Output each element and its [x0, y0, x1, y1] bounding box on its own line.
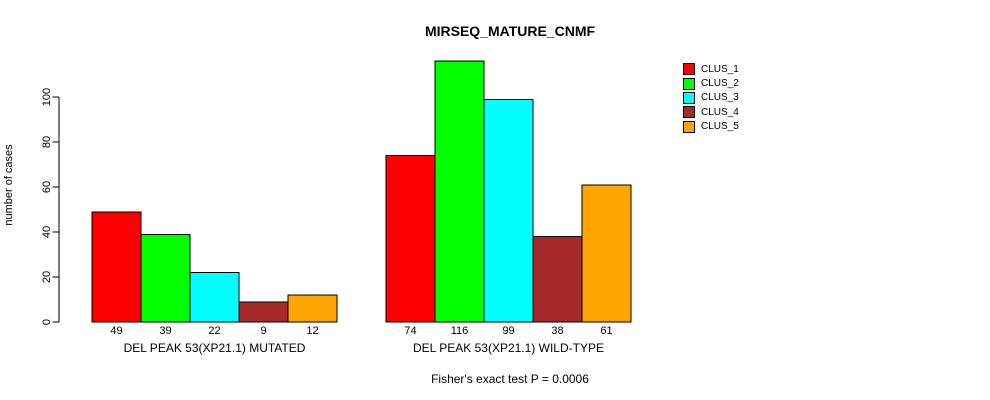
- legend-item-clus_5: CLUS_5: [683, 120, 739, 134]
- legend-item-clus_4: CLUS_4: [683, 105, 739, 119]
- bar-clus_2-group-2: [434, 60, 485, 323]
- legend-label: CLUS_5: [701, 121, 739, 133]
- bar-clus_5-group-1: [287, 294, 338, 323]
- legend-label: CLUS_1: [701, 63, 739, 75]
- bar-clus_4-group-2: [532, 236, 583, 323]
- y-axis-tick-label: 20: [41, 271, 53, 283]
- y-axis-tick-label: 80: [41, 136, 53, 148]
- y-axis: 0 20 40 60 80 100: [41, 88, 60, 325]
- bar-value-label: 49: [110, 325, 122, 337]
- legend-label: CLUS_3: [701, 92, 739, 104]
- legend-label: CLUS_2: [701, 78, 739, 90]
- y-axis-tick-label: 40: [41, 226, 53, 238]
- bar-value-label: 12: [306, 325, 318, 337]
- bar-value-label: 116: [451, 325, 469, 337]
- bar-clus_1-group-1: [91, 211, 142, 323]
- legend-item-clus_1: CLUS_1: [683, 62, 739, 76]
- bar-value-label: 9: [260, 325, 266, 337]
- bar-clus_3-group-1: [189, 272, 240, 323]
- legend-swatch-clus_3: [683, 91, 695, 104]
- bar-value-label: 39: [159, 325, 171, 337]
- category-label-wild-type: DEL PEAK 53(XP21.1) WILD-TYPE: [413, 341, 604, 355]
- legend-swatch-clus_1: [683, 63, 695, 76]
- y-axis-tick-label: 0: [41, 319, 53, 325]
- bar-clus_2-group-1: [140, 233, 191, 323]
- bars: 49 39 22 9 12 74 116 99 38 61: [91, 60, 632, 337]
- bar-value-label: 38: [551, 325, 563, 337]
- bar-value-label: 61: [600, 325, 612, 337]
- legend-item-clus_2: CLUS_2: [683, 76, 739, 90]
- legend-swatch-clus_2: [683, 77, 695, 90]
- bar-clus_5-group-2: [581, 184, 632, 323]
- legend-swatch-clus_4: [683, 106, 695, 119]
- chart-title: MIRSEQ_MATURE_CNMF: [425, 23, 596, 39]
- category-label-mutated: DEL PEAK 53(XP21.1) MUTATED: [124, 341, 306, 355]
- legend-item-clus_3: CLUS_3: [683, 91, 739, 105]
- y-axis-label: number of cases: [3, 144, 15, 226]
- bar-clus_1-group-2: [385, 155, 436, 323]
- y-axis-tick-label: 60: [41, 181, 53, 193]
- legend-label: CLUS_4: [701, 106, 739, 118]
- bar-value-label: 99: [502, 325, 514, 337]
- annotation-text: Fisher's exact test P = 0.0006: [431, 372, 589, 386]
- legend: CLUS_1 CLUS_2 CLUS_3 CLUS_4 CLUS_5: [683, 62, 739, 134]
- bar-clus_3-group-2: [483, 98, 534, 323]
- y-axis-tick-label: 100: [41, 88, 53, 106]
- bar-clus_4-group-1: [238, 301, 289, 323]
- bar-value-label: 22: [208, 325, 220, 337]
- bar-value-label: 74: [404, 325, 416, 337]
- legend-swatch-clus_5: [683, 120, 695, 133]
